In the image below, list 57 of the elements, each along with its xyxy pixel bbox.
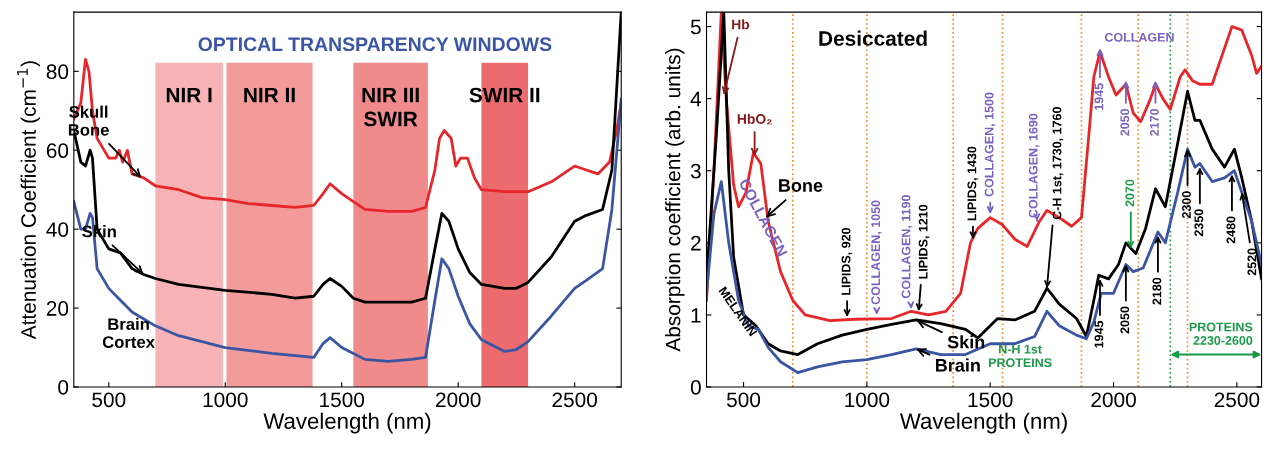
annotation: HbO₂: [737, 113, 772, 125]
y-tick-label: 1: [691, 308, 701, 323]
x-axis-title: Wavelength (nm): [263, 412, 431, 434]
y-tick-label: 0: [58, 380, 69, 395]
x-tick-label: 1000: [845, 392, 890, 408]
annotation: 2350: [1194, 209, 1204, 237]
annotation: LIPIDS, 920: [841, 227, 853, 295]
annotation: 2480: [1226, 216, 1236, 244]
x-tick-label: 2000: [436, 392, 481, 408]
y-tick-label: 4: [690, 91, 702, 107]
annotation: 1945: [1094, 320, 1104, 348]
annotation: LIPIDS, 1430: [967, 146, 979, 221]
annotation: Brain: [935, 358, 980, 372]
y-tick-label: 60: [46, 143, 69, 159]
y-tick-label: 0: [690, 380, 701, 395]
y-tick-label: 40: [46, 222, 69, 237]
annotation: C-H 1st, 1730, 1760: [1052, 107, 1064, 220]
annotation: 2070: [1125, 179, 1135, 207]
annotation: 1945: [1094, 83, 1104, 110]
x-tick-label: 1500: [968, 392, 1013, 408]
annotation: N-H 1st PROTEINS: [988, 344, 1052, 368]
x-tick-label: 1000: [203, 392, 248, 408]
annotation: 2520: [1247, 248, 1257, 276]
x-tick-label: 2000: [1091, 392, 1136, 408]
band-label: NIR III SWIR: [362, 87, 419, 127]
y-tick-label: 2: [691, 235, 701, 251]
annotation: 2050: [1120, 108, 1130, 136]
y-tick-label: 3: [690, 163, 701, 179]
annotation: Hb: [732, 19, 750, 30]
annotation: LIPIDS, 1210: [918, 204, 930, 279]
annotation: PROTEINS 2230-2600: [1189, 322, 1253, 345]
y-tick-label: 5: [690, 19, 701, 35]
annotation: COLLAGEN: [1104, 32, 1174, 42]
annotation: COLLAGEN, 1050: [871, 200, 882, 305]
annotation: 2180: [1152, 277, 1162, 305]
annotation: Desiccated: [819, 30, 927, 46]
x-tick-label: 500: [726, 392, 761, 408]
annotation: COLLAGEN, 1690: [1028, 113, 1040, 218]
band-label: NIR II: [244, 87, 295, 103]
x-tick-label: 500: [92, 392, 126, 408]
annotation: 2050: [1120, 306, 1130, 334]
annotation: OPTICAL TRANSPARENCY WINDOWS: [198, 37, 552, 52]
y-tick-label: 20: [46, 301, 69, 316]
annotation: COLLAGEN, 1500: [984, 92, 996, 197]
band-label: NIR I: [166, 87, 212, 103]
y-tick-label: 80: [46, 64, 69, 80]
x-tick-label: 2500: [1214, 392, 1260, 408]
annotation: Brain Cortex: [102, 317, 155, 348]
x-tick-label: 1500: [320, 392, 365, 408]
annotation: COLLAGEN, 1190: [901, 195, 913, 299]
y-axis-title: Attenuation Coefficient (cm$^{−1}$): [17, 61, 41, 340]
x-tick-label: 2500: [552, 392, 597, 408]
annotation: Skin: [947, 335, 985, 349]
annotation: 2170: [1149, 108, 1159, 136]
x-axis-title: Wavelength (nm): [899, 412, 1067, 434]
annotation: 2300: [1182, 191, 1191, 219]
y-axis-title: Absorption coefficient (arb. units): [665, 48, 685, 352]
